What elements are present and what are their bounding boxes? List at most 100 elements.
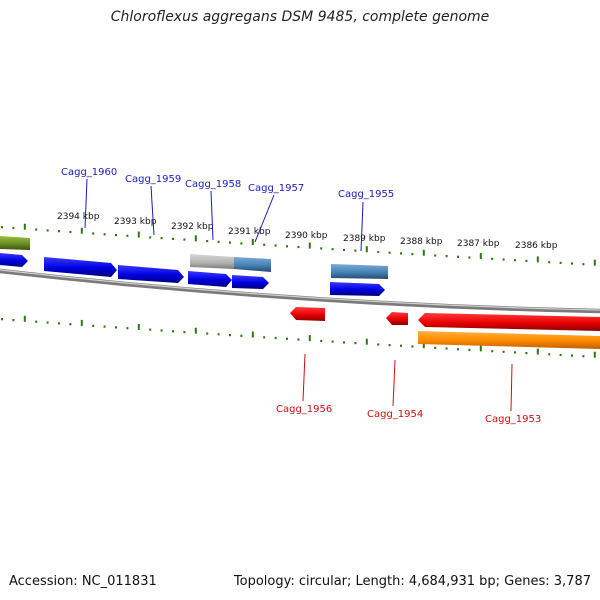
minor-tick	[58, 322, 60, 325]
gene-orange-track[interactable]	[418, 331, 600, 349]
major-tick	[479, 345, 482, 352]
minor-tick	[263, 336, 266, 339]
gene-label-cagg-1959[interactable]: Cagg_1959	[125, 174, 181, 185]
minor-tick	[502, 350, 505, 353]
minor-tick	[229, 241, 231, 244]
minor-tick	[274, 336, 277, 340]
gene-arrow-cagg-1958[interactable]	[188, 271, 232, 287]
leader-cagg-1954	[392, 359, 396, 407]
minor-tick	[92, 324, 95, 327]
major-tick	[194, 327, 197, 334]
major-tick	[365, 246, 368, 253]
minor-tick	[160, 237, 163, 240]
minor-tick	[126, 234, 129, 237]
gene-label-cagg-1953[interactable]: Cagg_1953	[485, 414, 541, 425]
minor-tick	[400, 252, 402, 255]
kbp-label: 2388 kbp	[400, 237, 443, 247]
gene-label-cagg-1958[interactable]: Cagg_1958	[185, 179, 241, 190]
minor-tick	[548, 353, 551, 356]
minor-tick	[92, 232, 95, 235]
kbp-label: 2394 kbp	[57, 212, 100, 222]
gene-arrow[interactable]	[0, 253, 28, 267]
major-tick	[422, 249, 425, 256]
minor-tick	[457, 348, 459, 351]
leader-cagg-1955	[360, 201, 364, 252]
major-tick	[593, 259, 596, 266]
major-tick	[251, 331, 254, 338]
minor-tick	[411, 345, 414, 348]
minor-tick	[274, 244, 277, 247]
minor-tick	[206, 240, 209, 243]
forward-genes	[0, 236, 388, 296]
gene-arrow[interactable]	[330, 282, 385, 296]
leader-cagg-1958	[210, 190, 214, 241]
major-tick	[80, 227, 83, 234]
minor-tick	[411, 253, 414, 256]
minor-tick	[582, 355, 585, 358]
minor-tick	[331, 248, 334, 251]
minor-tick	[559, 261, 562, 264]
minor-tick	[286, 245, 288, 248]
minor-tick	[354, 342, 357, 345]
gene-label-cagg-1960[interactable]: Cagg_1960	[61, 167, 117, 178]
gene-steelblue-cagg-1955[interactable]	[331, 264, 388, 279]
minor-tick	[582, 263, 585, 266]
minor-tick	[103, 325, 106, 328]
minor-tick	[172, 237, 174, 240]
minor-tick	[491, 257, 494, 260]
genome-summary-text: Topology: circular; Length: 4,684,931 bp…	[233, 574, 591, 589]
minor-tick	[12, 226, 15, 230]
major-tick	[308, 242, 311, 249]
minor-tick	[571, 262, 573, 265]
major-tick	[137, 231, 140, 238]
minor-tick	[377, 250, 380, 254]
kbp-label: 2386 kbp	[515, 241, 558, 251]
minor-tick	[149, 328, 152, 331]
gene-arrow[interactable]	[232, 275, 269, 289]
gene-arrow-cagg-1960[interactable]	[44, 257, 117, 277]
genome-backbone	[0, 268, 600, 314]
minor-tick	[160, 329, 163, 332]
major-tick	[479, 253, 482, 260]
gene-label-cagg-1954[interactable]: Cagg_1954	[367, 409, 423, 420]
minor-tick	[286, 337, 288, 340]
kbp-label: 2391 kbp	[228, 227, 271, 237]
major-tick	[422, 342, 425, 349]
minor-tick	[240, 242, 243, 245]
minor-tick	[434, 346, 437, 349]
major-tick	[23, 223, 26, 230]
minor-tick	[217, 333, 220, 336]
minor-tick	[69, 230, 72, 234]
minor-tick	[354, 249, 357, 252]
kbp-label: 2390 kbp	[285, 231, 328, 241]
gene-label-cagg-1957[interactable]: Cagg_1957	[248, 183, 304, 194]
kbp-label: 2389 kbp	[343, 234, 386, 244]
minor-tick	[502, 258, 505, 261]
minor-tick	[491, 350, 494, 353]
major-tick	[593, 351, 596, 358]
minor-tick	[115, 326, 117, 329]
minor-tick	[548, 261, 551, 264]
genome-backbone-highlight	[0, 269, 600, 311]
gene-arrow-cagg-1953[interactable]	[418, 313, 600, 331]
leader-cagg-1959	[150, 185, 155, 236]
minor-tick	[12, 319, 15, 322]
minor-tick	[400, 344, 402, 347]
minor-tick	[525, 352, 528, 355]
gene-label-cagg-1955[interactable]: Cagg_1955	[338, 189, 394, 200]
major-tick	[365, 338, 368, 345]
accession-text: Accession: NC_011831	[9, 574, 157, 589]
gene-label-cagg-1956[interactable]: Cagg_1956	[276, 404, 332, 415]
gene-arrow-cagg-1954[interactable]	[386, 312, 408, 325]
gene-arrow-cagg-1959[interactable]	[118, 265, 184, 283]
minor-tick	[35, 228, 38, 231]
gene-steelblue-cagg-1957[interactable]	[234, 257, 271, 272]
minor-tick	[514, 351, 516, 354]
gene-grey[interactable]	[190, 254, 234, 269]
gene-arrow-cagg-1956[interactable]	[290, 307, 325, 321]
gene-olive[interactable]	[0, 236, 30, 250]
minor-tick	[377, 343, 380, 346]
minor-tick	[206, 332, 209, 335]
major-tick	[536, 256, 539, 263]
